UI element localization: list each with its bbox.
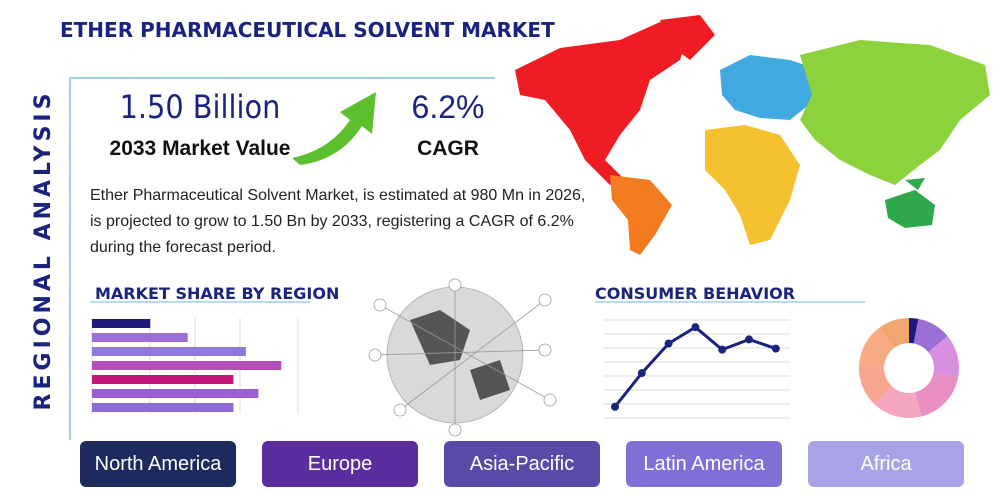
page-title: ETHER PHARMACEUTICAL SOLVENT MARKET bbox=[60, 18, 555, 42]
region-tab[interactable]: Africa bbox=[808, 441, 964, 487]
market-value-label: 2033 Market Value bbox=[110, 137, 291, 160]
bar bbox=[92, 319, 151, 328]
donut-slice bbox=[859, 327, 895, 367]
line-grid bbox=[603, 319, 790, 419]
donut-slice bbox=[915, 372, 959, 417]
donut-slice bbox=[874, 386, 922, 418]
donut-slice bbox=[879, 318, 909, 348]
bar bbox=[92, 347, 246, 356]
region-tab[interactable]: North America bbox=[80, 441, 236, 487]
bar bbox=[92, 361, 282, 370]
donut-slice bbox=[859, 364, 892, 405]
point bbox=[611, 402, 619, 411]
chart-title: MARKET SHARE BY REGION bbox=[95, 284, 339, 303]
description: Ether Pharmaceutical Solvent Market, is … bbox=[90, 187, 586, 256]
bar bbox=[92, 389, 259, 398]
region-tab[interactable]: Asia-Pacific bbox=[444, 441, 600, 487]
donut-slice bbox=[913, 318, 948, 353]
donut-slice bbox=[909, 318, 919, 344]
side-label: REGIONAL ANALYSIS bbox=[31, 90, 56, 411]
growth-arrow bbox=[292, 92, 376, 165]
bar bbox=[92, 333, 188, 342]
bar bbox=[92, 375, 234, 384]
frame bbox=[69, 77, 495, 440]
point bbox=[718, 345, 727, 354]
region-tab[interactable]: Europe bbox=[262, 441, 418, 487]
market-value: 1.50 Billion bbox=[120, 88, 281, 126]
cagr-label: CAGR bbox=[417, 137, 479, 160]
world-map bbox=[515, 15, 990, 255]
point bbox=[745, 335, 753, 344]
point bbox=[771, 344, 780, 353]
point bbox=[691, 323, 700, 332]
donut-slice bbox=[928, 336, 960, 378]
point bbox=[664, 339, 673, 348]
chart-title: CONSUMER BEHAVIOR bbox=[595, 284, 795, 303]
cagr-value: 6.2% bbox=[412, 89, 485, 125]
bar bbox=[92, 403, 234, 412]
globe-network bbox=[368, 278, 557, 437]
point bbox=[637, 369, 646, 378]
region-tab[interactable]: Latin America bbox=[626, 441, 782, 487]
